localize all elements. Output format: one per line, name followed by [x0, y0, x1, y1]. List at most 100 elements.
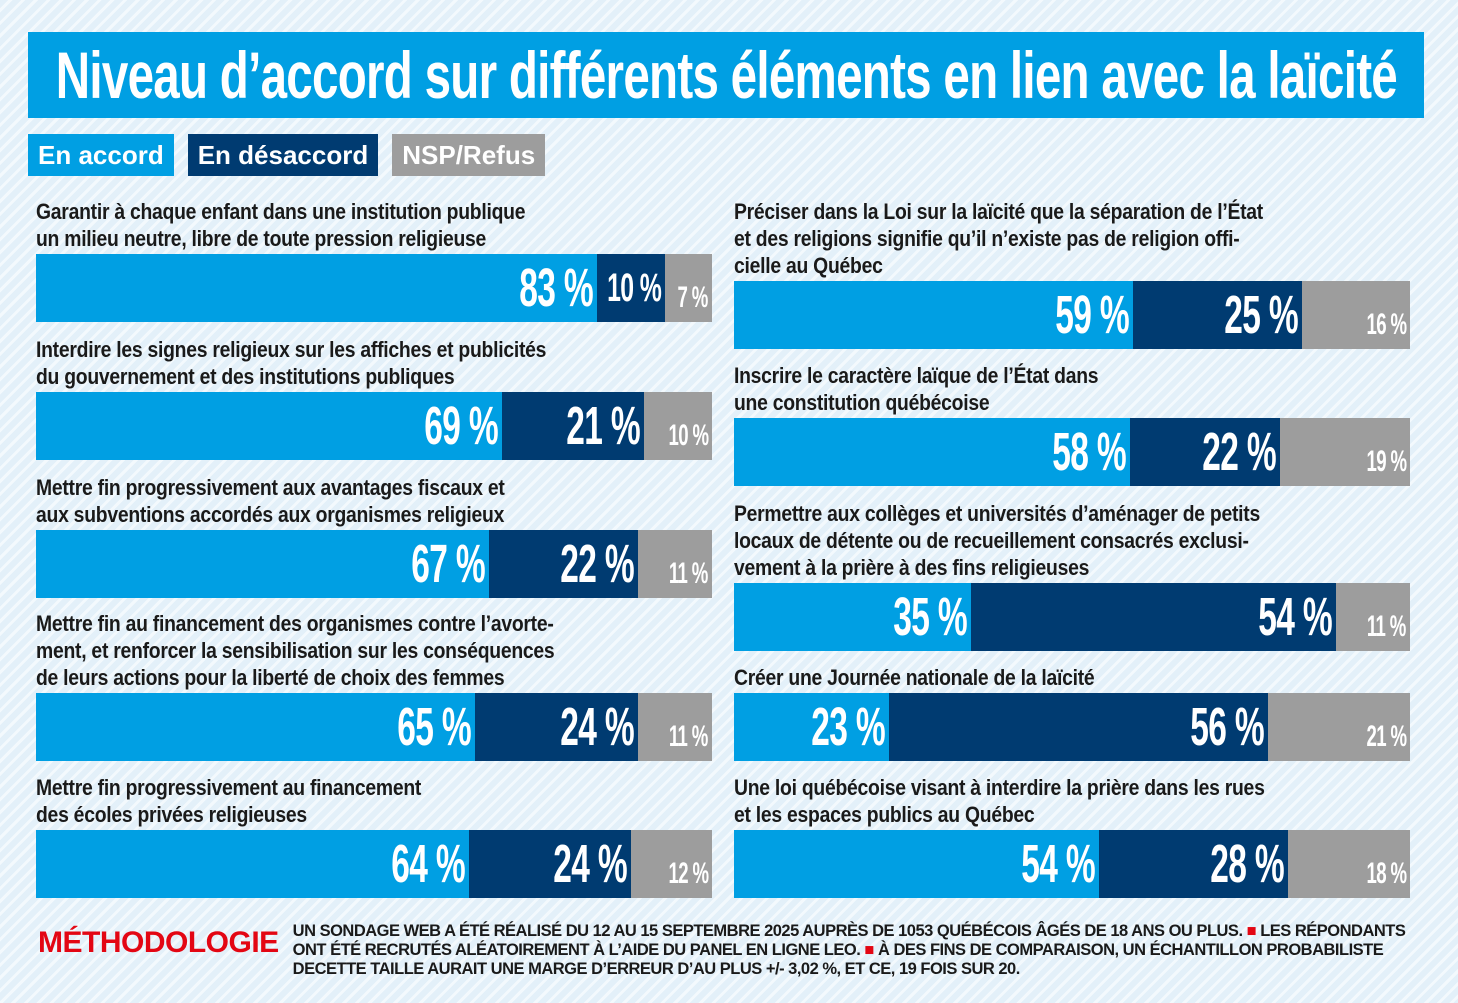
bar-group: Une loi québécoise visant à interdire la… [734, 774, 1410, 898]
data-label: 19 % [1366, 445, 1407, 478]
methodology-text: UN SONDAGE WEB A ÉTÉ RÉALISÉ DU 12 AU 15… [292, 922, 1406, 978]
bar-label: cielle au Québec [734, 253, 883, 278]
chart-title: Niveau d’accord sur différents éléments … [28, 32, 1424, 118]
data-label: 28 % [1210, 834, 1285, 894]
bar-label: locaux de détente ou de recueillement co… [734, 528, 1249, 553]
bar-segment-nsp: 19 % [1280, 418, 1410, 486]
bar-segment-desaccord: 24 % [468, 830, 631, 898]
bar-label: Permettre aux collèges et universités d’… [734, 501, 1260, 526]
bar-segment-nsp: 7 % [664, 254, 712, 322]
bar-label: Mettre fin progressivement aux avantages… [36, 475, 505, 500]
data-label: 69 % [424, 396, 499, 456]
bar-label: et des religions signifie qu’il n’existe… [734, 226, 1240, 251]
bar-segment-nsp: 11 % [637, 530, 712, 598]
legend-en-accord: En accord [28, 134, 174, 176]
data-label: 22 % [1202, 422, 1277, 482]
bar-label: Une loi québécoise visant à interdire la… [734, 775, 1265, 800]
data-label: 24 % [553, 834, 627, 894]
bar-label: une constitution québécoise [734, 390, 990, 415]
data-label: 21 % [1366, 720, 1407, 753]
bullet-square-icon: ■ [864, 941, 874, 959]
bar-segment-accord: 69 % [36, 392, 503, 460]
data-label: 7 % [677, 281, 709, 314]
bar-group: Préciser dans la Loi sur la laïcité que … [734, 198, 1410, 349]
bar-group: Créer une Journée nationale de la laïcit… [734, 664, 1410, 761]
data-label: 16 % [1366, 308, 1407, 341]
bar-segment-accord: 83 % [36, 254, 598, 322]
data-label: 65 % [397, 697, 472, 757]
bar-segment-nsp: 12 % [630, 830, 712, 898]
stacked-bar: 59 % 25 % 16 % [734, 281, 1410, 349]
bar-label: aux subventions accordés aux organismes … [36, 502, 505, 527]
methodology-heading: MÉTHODOLOGIE [38, 926, 279, 959]
methodology: MÉTHODOLOGIE UN SONDAGE WEB A ÉTÉ RÉALIS… [38, 922, 1418, 979]
data-label: 67 % [411, 534, 485, 594]
bar-segment-accord: 35 % [734, 583, 971, 651]
data-label: 18 % [1366, 857, 1407, 890]
bar-segment-accord: 67 % [36, 530, 489, 598]
bar-segment-nsp: 18 % [1288, 830, 1410, 898]
bar-segment-desaccord: 54 % [970, 583, 1336, 651]
bar-label: vement à la prière à des fins religieuse… [734, 555, 1090, 580]
bar-segment-desaccord: 24 % [475, 693, 638, 761]
bar-group: Interdire les signes religieux sur les a… [36, 336, 712, 460]
data-label: 11 % [1367, 610, 1407, 643]
bar-label: un milieu neutre, libre de toute pressio… [36, 226, 487, 251]
data-label: 11 % [669, 557, 709, 590]
bar-segment-desaccord: 25 % [1132, 281, 1302, 349]
bar-segment-desaccord: 22 % [488, 530, 638, 598]
bar-segment-accord: 23 % [734, 693, 890, 761]
stacked-bar: 67 % 22 % 11 % [36, 530, 712, 598]
data-label: 58 % [1052, 422, 1127, 482]
data-label: 24 % [559, 697, 634, 757]
data-label: 21 % [566, 396, 641, 456]
data-label: 35 % [892, 587, 967, 647]
bar-label: Interdire les signes religieux sur les a… [36, 337, 547, 362]
bar-group: Garantir à chaque enfant dans une instit… [36, 198, 712, 322]
bar-segment-accord: 54 % [734, 830, 1100, 898]
stacked-bar: 69 % 21 % 10 % [36, 392, 712, 460]
data-label: 10 % [606, 265, 662, 310]
data-label: 11 % [669, 720, 709, 753]
legend: En accord En désaccord NSP/Refus [28, 134, 546, 176]
bar-group: Mettre fin progressivement au financemen… [36, 774, 712, 898]
stacked-bar: 35 % 54 % 11 % [734, 583, 1410, 651]
bar-label: et les espaces publics au Québec [734, 802, 1035, 827]
data-label: 64 % [390, 834, 465, 894]
bar-group: Permettre aux collèges et universités d’… [734, 500, 1410, 651]
stacked-bar: 58 % 22 % 19 % [734, 418, 1410, 486]
data-label: 25 % [1223, 285, 1298, 345]
stacked-bar: 23 % 56 % 21 % [734, 693, 1410, 761]
bar-label: Mettre fin progressivement au financemen… [36, 775, 422, 800]
bar-label: Créer une Journée nationale de la laïcit… [734, 665, 1095, 690]
legend-nsp-refus: NSP/Refus [392, 134, 546, 176]
stacked-bar: 83 % 10 % 7 % [36, 254, 712, 322]
data-label: 54 % [1021, 834, 1096, 894]
data-label: 23 % [811, 697, 886, 757]
bar-group: Inscrire le caractère laïque de l’État d… [734, 362, 1410, 486]
stacked-bar: 65 % 24 % 11 % [36, 693, 712, 761]
bar-segment-nsp: 11 % [1335, 583, 1410, 651]
bar-label: Inscrire le caractère laïque de l’État d… [734, 363, 1099, 388]
data-label: 59 % [1054, 285, 1129, 345]
bar-label: de leurs actions pour la liberté de choi… [36, 665, 505, 690]
bar-segment-desaccord: 28 % [1099, 830, 1289, 898]
stacked-bar: 54 % 28 % 18 % [734, 830, 1410, 898]
bar-label: ment, et renforcer la sensibilisation su… [36, 638, 555, 663]
bar-segment-nsp: 21 % [1268, 693, 1410, 761]
data-label: 10 % [668, 419, 709, 452]
bar-segment-desaccord: 10 % [597, 254, 665, 322]
bar-segment-accord: 64 % [36, 830, 469, 898]
bar-segment-desaccord: 21 % [502, 392, 645, 460]
bar-label: Préciser dans la Loi sur la laïcité que … [734, 199, 1263, 224]
bar-segment-desaccord: 56 % [889, 693, 1269, 761]
bar-group: Mettre fin progressivement aux avantages… [36, 474, 712, 598]
bar-label: Mettre fin au financement des organismes… [36, 611, 554, 636]
bar-segment-accord: 58 % [734, 418, 1131, 486]
stacked-bar: 64 % 24 % 12 % [36, 830, 712, 898]
data-label: 83 % [519, 258, 594, 318]
bar-segment-desaccord: 22 % [1130, 418, 1281, 486]
bar-label: des écoles privées religieuses [36, 802, 307, 827]
legend-en-desaccord: En désaccord [187, 134, 379, 176]
data-label: 54 % [1257, 587, 1332, 647]
